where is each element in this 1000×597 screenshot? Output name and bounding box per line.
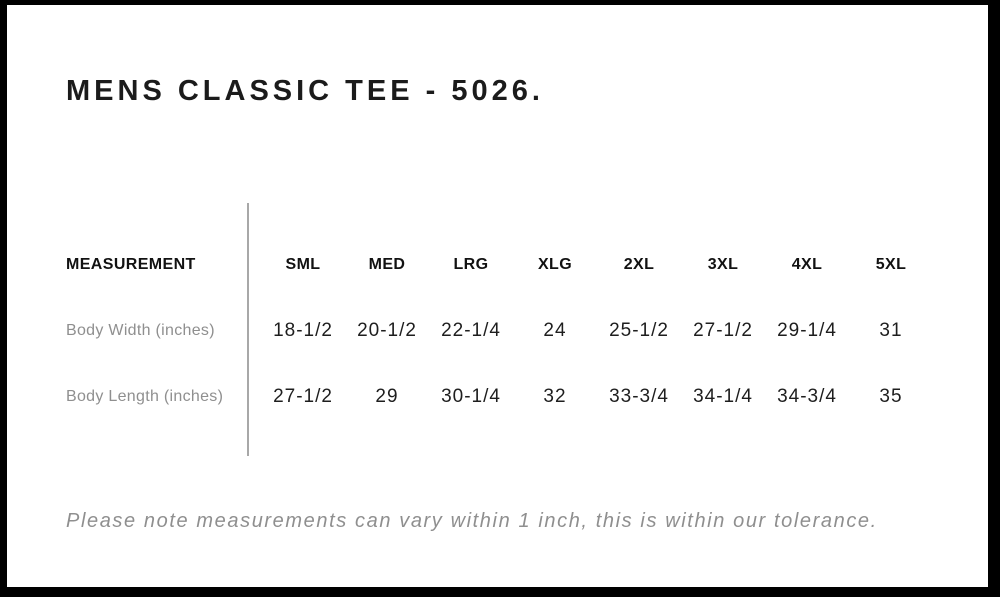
column-header-measurement: MEASUREMENT bbox=[66, 256, 196, 273]
row-label-body-length: Body Length (inches) bbox=[66, 388, 224, 405]
body-width-4xl: 29-1/4 bbox=[777, 320, 837, 341]
column-header-3xl: 3XL bbox=[707, 256, 739, 273]
body-width-2xl: 25-1/2 bbox=[609, 320, 669, 341]
body-length-2xl: 33-3/4 bbox=[609, 386, 669, 407]
body-length-5xl: 35 bbox=[879, 386, 903, 407]
body-length-4xl: 34-3/4 bbox=[777, 386, 837, 407]
body-length-3xl: 34-1/4 bbox=[693, 386, 753, 407]
column-header-4xl: 4XL bbox=[791, 256, 823, 273]
column-header-2xl: 2XL bbox=[623, 256, 655, 273]
column-header-lrg: LRG bbox=[453, 256, 489, 273]
size-chart-panel: MENS CLASSIC TEE - 5026. MEASUREMENT SML… bbox=[7, 5, 988, 587]
body-length-sml: 27-1/2 bbox=[273, 386, 333, 407]
body-width-sml: 18-1/2 bbox=[273, 320, 333, 341]
table-divider bbox=[247, 203, 249, 456]
body-length-xlg: 32 bbox=[543, 386, 567, 407]
column-header-5xl: 5XL bbox=[875, 256, 907, 273]
tolerance-note: Please note measurements can vary within… bbox=[66, 510, 878, 532]
column-header-xlg: XLG bbox=[537, 256, 573, 273]
body-width-med: 20-1/2 bbox=[357, 320, 417, 341]
body-length-lrg: 30-1/4 bbox=[441, 386, 501, 407]
column-header-med: MED bbox=[368, 256, 406, 273]
body-length-med: 29 bbox=[375, 386, 399, 407]
body-width-xlg: 24 bbox=[543, 320, 567, 341]
body-width-5xl: 31 bbox=[879, 320, 903, 341]
body-width-lrg: 22-1/4 bbox=[441, 320, 501, 341]
page-title: MENS CLASSIC TEE - 5026. bbox=[66, 75, 544, 107]
size-table: MEASUREMENT SML MED LRG XLG 2XL 3XL 4XL … bbox=[66, 250, 933, 412]
body-width-3xl: 27-1/2 bbox=[693, 320, 753, 341]
column-header-sml: SML bbox=[285, 256, 321, 273]
row-label-body-width: Body Width (inches) bbox=[66, 322, 215, 339]
